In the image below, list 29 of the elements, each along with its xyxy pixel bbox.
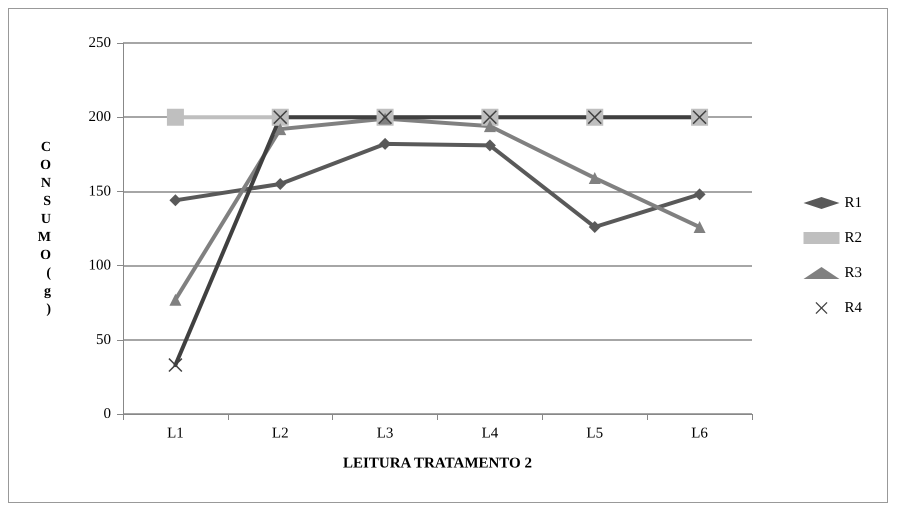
- point: [588, 221, 601, 234]
- legend-label: R1: [844, 195, 862, 211]
- x-tick-label: L5: [586, 426, 604, 442]
- x-tick-label: L2: [272, 426, 289, 442]
- point: [274, 123, 286, 136]
- text: CONSUMO (g): [38, 140, 51, 317]
- x-tick-label: L1: [167, 426, 184, 442]
- legend-label: R4: [844, 300, 862, 316]
- y-tick-label: 250: [88, 35, 111, 51]
- point: [274, 178, 286, 190]
- y-tick-label: 0: [104, 406, 111, 422]
- point: [484, 120, 496, 132]
- legend-label: R2: [844, 230, 862, 246]
- y-tick-label: 50: [96, 332, 111, 348]
- point: [588, 172, 601, 184]
- point: [166, 108, 184, 126]
- legend-label: R3: [844, 265, 862, 281]
- x-axis-title: LEITURA TRATAMENTO 2: [343, 456, 532, 472]
- point: [694, 221, 706, 234]
- point: [168, 358, 182, 372]
- y-tick-label: 150: [88, 183, 111, 200]
- x-tick-label: L4: [482, 426, 499, 442]
- point: [169, 194, 182, 206]
- x-tick-label: L3: [376, 426, 394, 442]
- y-tick-label: 200: [88, 109, 111, 126]
- point: [169, 294, 182, 306]
- point: [694, 188, 706, 200]
- x-tick-label: L6: [691, 426, 708, 442]
- y-tick-label: 100: [88, 258, 111, 274]
